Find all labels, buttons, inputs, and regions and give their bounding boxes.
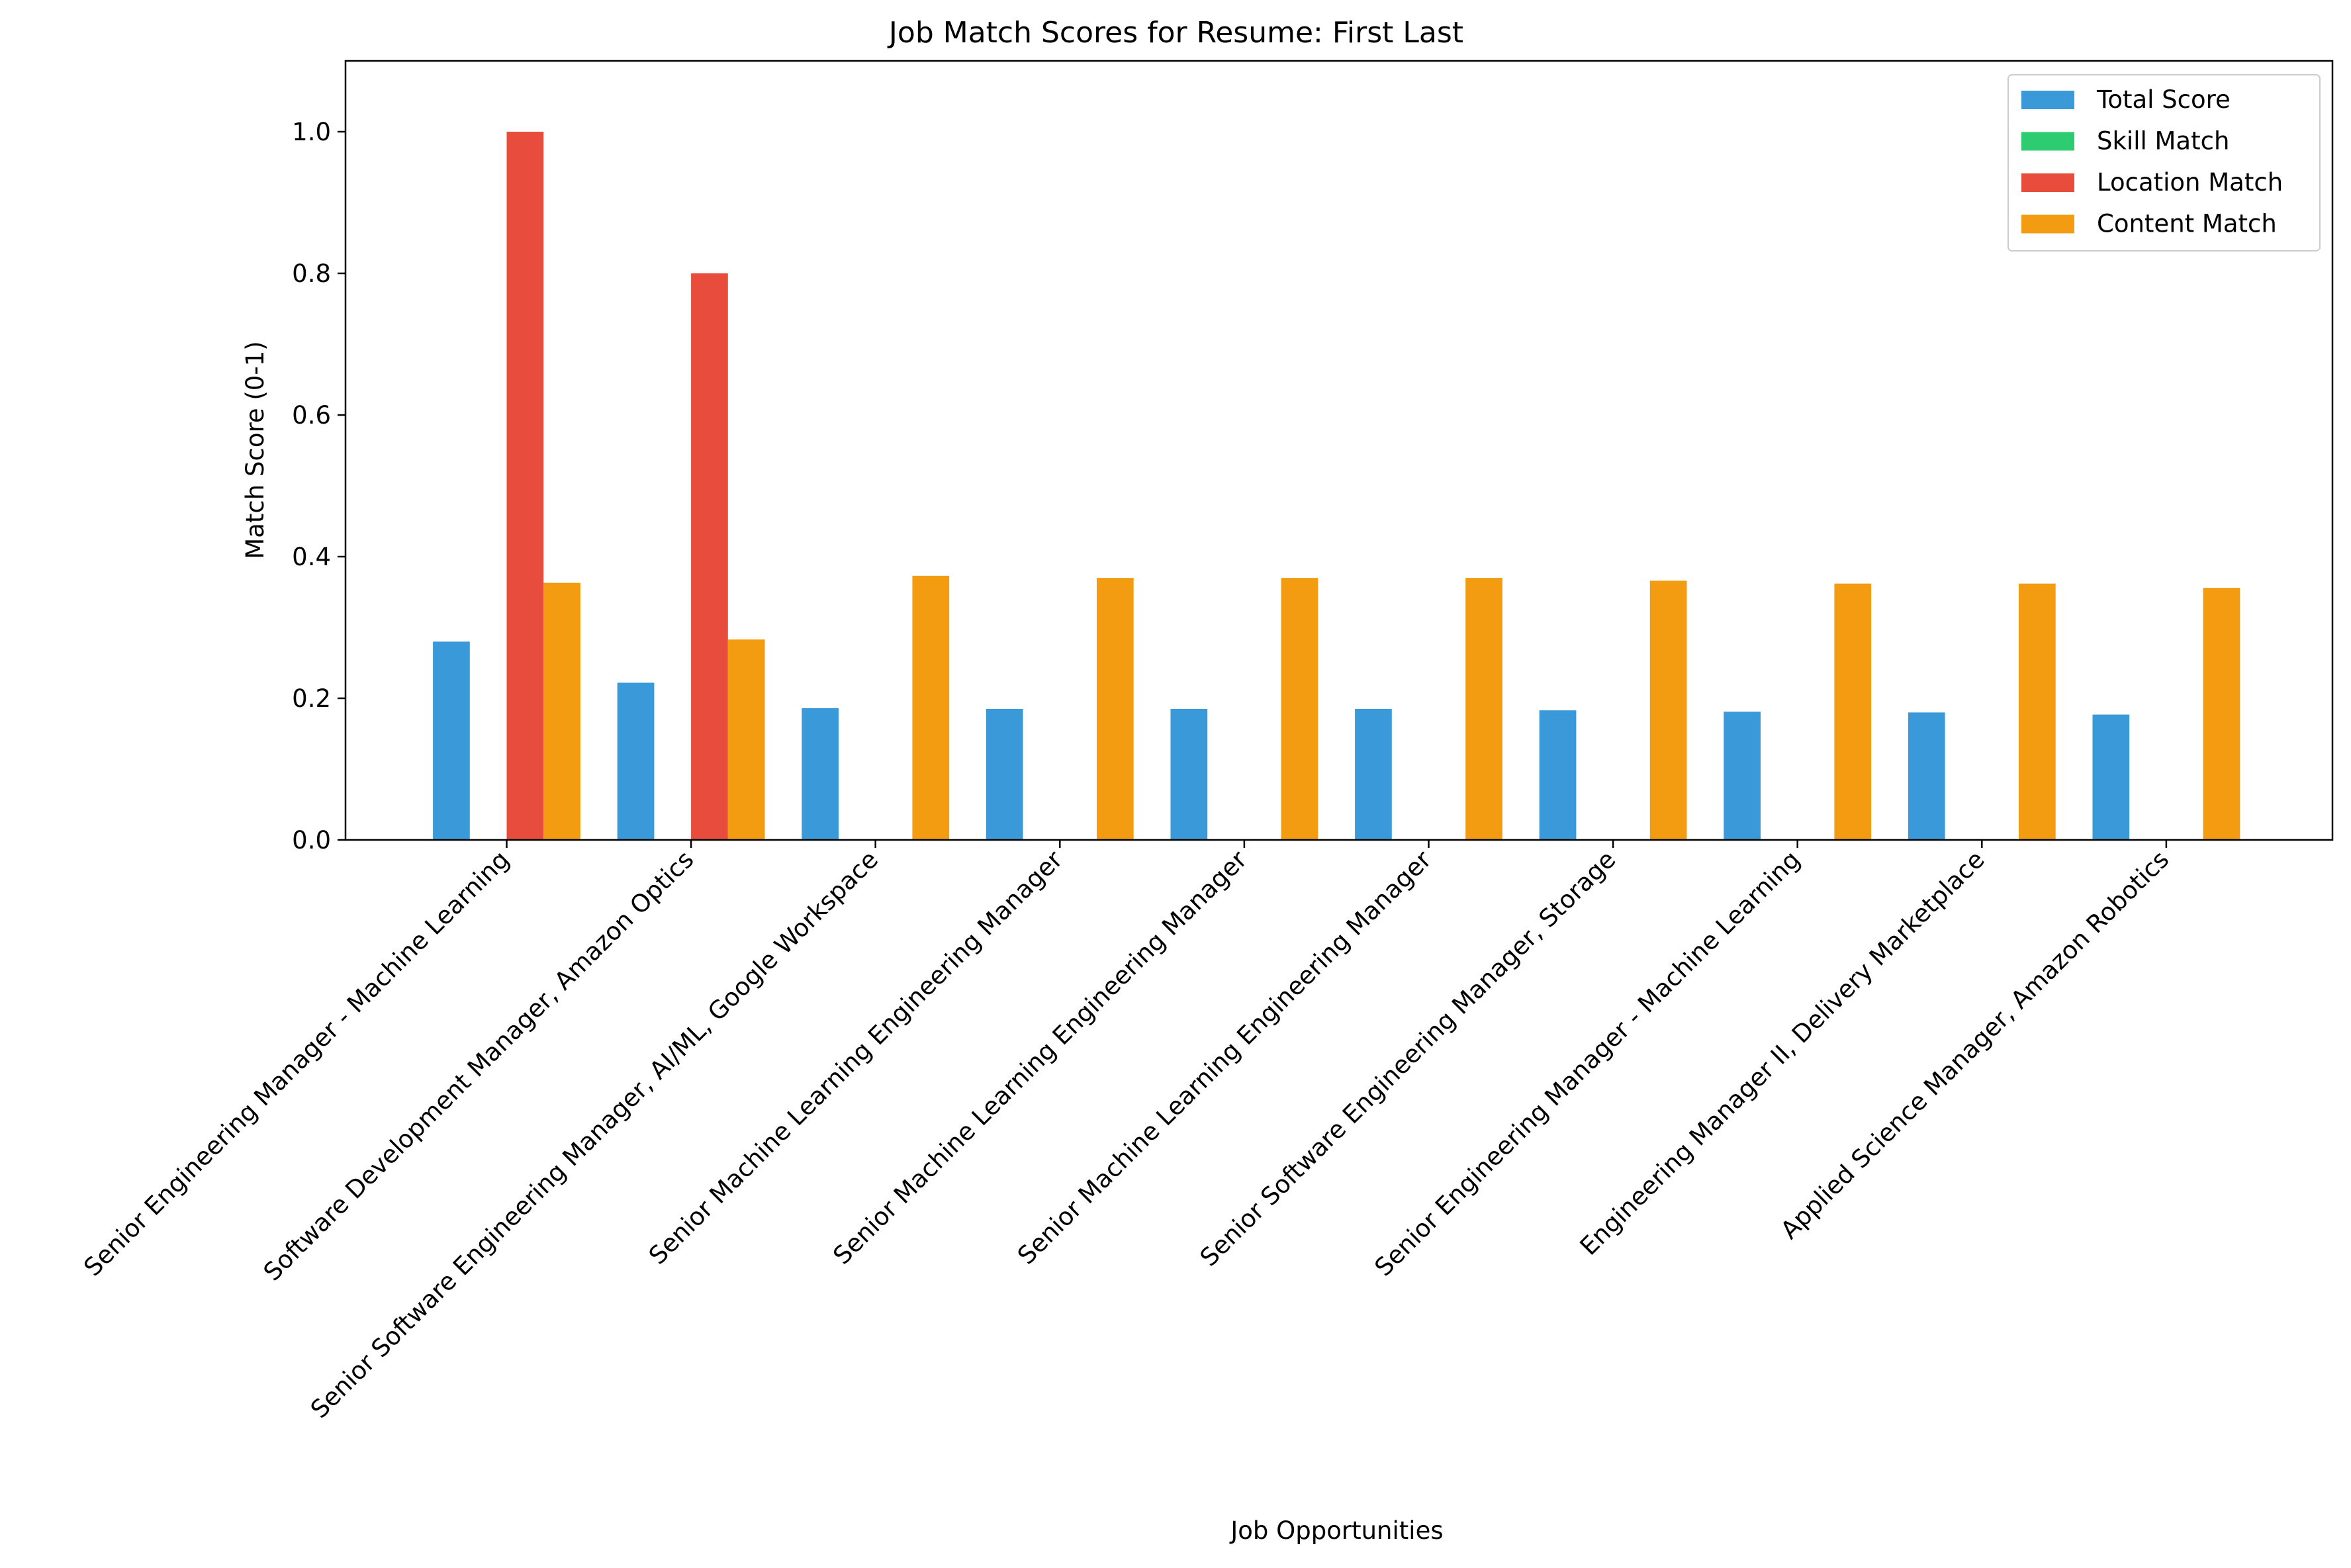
bar: [986, 709, 1023, 840]
bar: [433, 641, 470, 840]
legend-label: Total Score: [2096, 85, 2231, 114]
bar: [1281, 578, 1318, 840]
chart-legend: Total Score Skill Match Location Match Cont…: [2007, 74, 2321, 252]
x-tick-label: Senior Machine Learning Engineering Mana…: [1012, 845, 1437, 1269]
bar: [2203, 588, 2240, 840]
bar: [912, 575, 950, 840]
y-tick-label: 0.8: [292, 259, 331, 288]
y-tick-label: 0.4: [292, 543, 331, 571]
legend-swatch: [2021, 173, 2074, 192]
bar: [543, 582, 580, 840]
legend-swatch: [2021, 91, 2074, 109]
y-tick-label: 0.6: [292, 401, 331, 430]
bar: [802, 708, 839, 840]
x-tick-label: Senior Machine Learning Engineering Mana…: [828, 845, 1253, 1269]
bar: [1170, 709, 1208, 840]
bar: [727, 639, 765, 840]
x-tick-label: Senior Engineering Manager - Machine Lea…: [1369, 845, 1806, 1282]
bar: [1465, 578, 1502, 840]
x-tick-label: Applied Science Manager, Amazon Robotics: [1775, 845, 2174, 1244]
series-total-score: [433, 641, 2130, 840]
bar: [1724, 712, 1761, 840]
x-axis-label: Job Opportunities: [1229, 1516, 1443, 1545]
bars-layer: [433, 132, 2240, 840]
chart-title: Job Match Scores for Resume: First Last: [887, 16, 1463, 50]
bar: [617, 682, 655, 840]
plot-frame: [344, 60, 2334, 841]
y-axis-label: Match Score (0-1): [241, 341, 269, 559]
bar: [2019, 583, 2056, 840]
legend-swatch: [2021, 214, 2074, 234]
x-tick-label: Senior Engineering Manager - Machine Lea…: [78, 845, 515, 1282]
bar: [2092, 714, 2130, 840]
x-tick-label: Engineering Manager II, Delivery Marketp…: [1575, 845, 1990, 1261]
bar: [1649, 580, 1687, 840]
y-tick-label: 0.0: [292, 826, 331, 854]
legend-label: Skill Match: [2097, 127, 2229, 156]
bar: [1355, 709, 1392, 840]
x-tick-label: Senior Software Engineering Manager, Sto…: [1195, 845, 1622, 1272]
legend-label: Location Match: [2097, 168, 2283, 197]
bar: [1834, 583, 1872, 840]
series-content-match: [543, 575, 2240, 840]
bar: [691, 273, 728, 840]
legend-swatch: [2021, 132, 2074, 151]
legend-label: Content Match: [2097, 210, 2277, 238]
x-tick-label: Senior Machine Learning Engineering Mana…: [643, 845, 1068, 1269]
bar: [1539, 710, 1577, 840]
y-tick-label: 1.0: [292, 118, 331, 146]
legend-box: [2007, 74, 2321, 252]
bar: [506, 132, 544, 840]
y-tick-label: 0.2: [292, 684, 331, 713]
series-location-match: [506, 132, 728, 840]
bar: [1097, 578, 1134, 840]
x-tick-label: Software Development Manager, Amazon Opt…: [258, 845, 700, 1287]
bar: [1908, 712, 1945, 840]
